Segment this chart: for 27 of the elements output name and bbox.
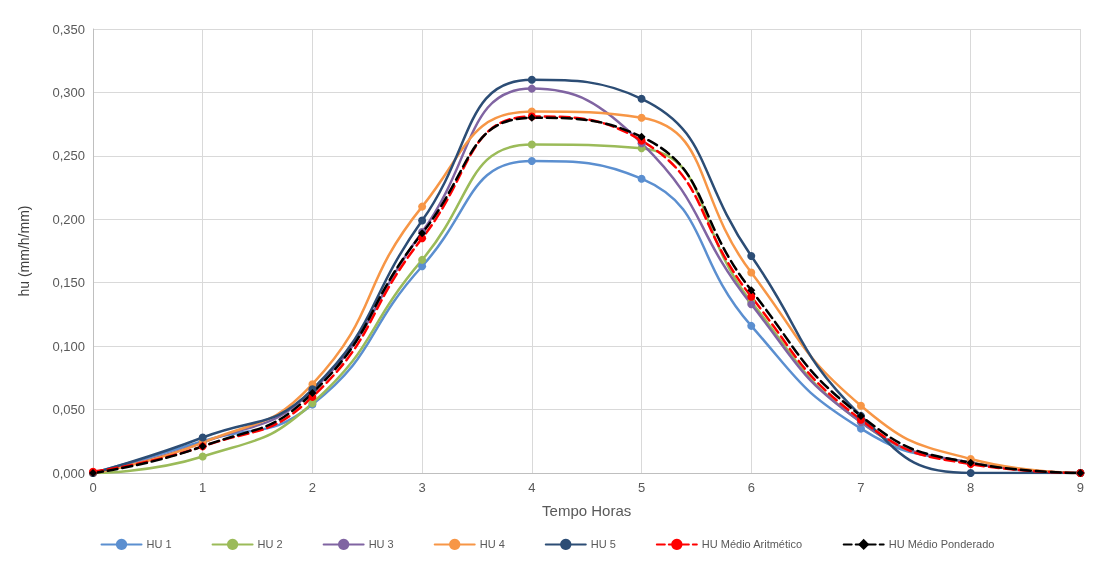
legend-label: HU Médio Aritmético	[701, 538, 803, 551]
legend-label: HU 5	[590, 538, 616, 551]
y-tick-label: 0,250	[52, 148, 85, 164]
x-tick-label: 8	[967, 480, 975, 495]
x-tick-label: 4	[528, 480, 536, 495]
legend-label: HU 3	[368, 538, 394, 551]
y-tick-label: 0,150	[52, 275, 85, 291]
x-tick-label: 2	[308, 480, 317, 495]
legend-label: HU Médio Ponderado	[888, 538, 995, 551]
y-tick-label: 0,200	[52, 211, 85, 227]
y-tick-label: 0,100	[52, 338, 85, 354]
y-tick-label: 0,000	[52, 465, 85, 481]
x-tick-label: 5	[637, 480, 646, 495]
x-tick-label: 3	[418, 480, 426, 495]
x-tick-label: 6	[747, 480, 755, 495]
x-tick-label: 0	[89, 480, 97, 495]
legend-label: HU 2	[257, 538, 283, 551]
legend-label: HU 1	[146, 538, 172, 551]
legend-label: HU 4	[479, 538, 505, 551]
x-axis-title: Tempo Horas	[542, 502, 632, 519]
x-tick-label: 1	[199, 480, 207, 495]
y-tick-label: 0,050	[52, 402, 85, 418]
x-tick-label: 9	[1076, 480, 1084, 495]
y-axis-title: hu (mm/h/mm)	[16, 205, 32, 297]
x-tick-label: 7	[857, 480, 865, 495]
y-tick-label: 0,350	[52, 21, 85, 37]
y-tick-label: 0,300	[52, 84, 85, 100]
